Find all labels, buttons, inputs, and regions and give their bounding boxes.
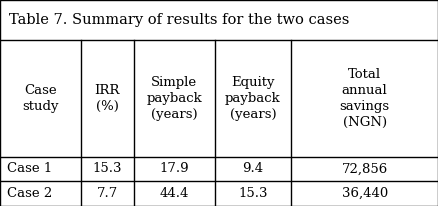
- Text: Table 7. Summary of results for the two cases: Table 7. Summary of results for the two …: [9, 13, 349, 27]
- Text: 44.4: 44.4: [159, 187, 189, 200]
- Text: 15.3: 15.3: [238, 187, 268, 200]
- Text: Equity
payback
(years): Equity payback (years): [225, 76, 281, 121]
- Text: IRR
(%): IRR (%): [95, 84, 120, 113]
- Text: Total
annual
savings
(NGN): Total annual savings (NGN): [339, 68, 390, 129]
- Text: 15.3: 15.3: [92, 162, 122, 176]
- Text: Simple
payback
(years): Simple payback (years): [146, 76, 202, 121]
- Text: 36,440: 36,440: [342, 187, 388, 200]
- Text: Case 2: Case 2: [7, 187, 52, 200]
- Text: 7.7: 7.7: [97, 187, 118, 200]
- Text: 17.9: 17.9: [159, 162, 189, 176]
- Text: 9.4: 9.4: [242, 162, 264, 176]
- Text: Case 1: Case 1: [7, 162, 52, 176]
- Text: Case
study: Case study: [22, 84, 59, 113]
- Text: 72,856: 72,856: [342, 162, 388, 176]
